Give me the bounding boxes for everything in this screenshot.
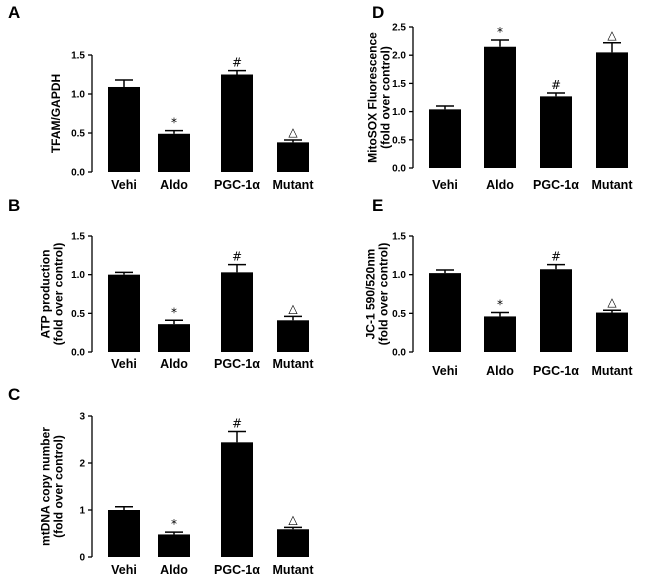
bar: [221, 74, 253, 172]
bar: [108, 86, 140, 172]
panel-b: B 0.0 0.5 1.0 1.5 ATP production (fold over co…: [8, 196, 314, 371]
y-tick-label: 2.5: [392, 23, 406, 34]
bar: [429, 273, 461, 352]
bar: [429, 109, 461, 168]
category-label: Vehi: [111, 178, 137, 192]
bar: [221, 272, 253, 352]
category-label: Aldo: [160, 563, 188, 577]
y-tick-label: 0.5: [392, 309, 406, 320]
bar: [277, 529, 309, 557]
panel-c: C 0 1 2 3 mtDNA copy number (fold over control…: [8, 385, 314, 577]
significance-mark: △: [288, 125, 298, 139]
y-axis-label: JC-1 590/520nm: [364, 249, 378, 340]
y-axis-label: ATP production: [39, 250, 53, 339]
category-label: Vehi: [432, 178, 458, 192]
category-label: Vehi: [111, 563, 137, 577]
bar: [540, 96, 572, 168]
bar: [277, 320, 309, 352]
y-tick-label: 0.5: [392, 135, 406, 146]
category-label: Aldo: [486, 178, 514, 192]
y-axis-label: mtDNA copy number: [39, 427, 53, 546]
y-axis-label: TFAM/GAPDH: [49, 74, 63, 153]
panel-a: A 0.0 0.5 1.0 1.5 TFAM/GAPDH Vehi * Aldo # PGC-1α △…: [8, 3, 314, 192]
bar: [484, 46, 516, 168]
significance-mark: #: [232, 250, 242, 264]
category-label: PGC-1α: [214, 563, 260, 577]
category-label: Aldo: [486, 364, 514, 378]
bar: [108, 510, 140, 557]
category-label: PGC-1α: [214, 178, 260, 192]
y-tick-label: 0: [79, 553, 85, 564]
significance-mark: △: [288, 512, 298, 526]
y-tick-label: 2.0: [392, 51, 406, 62]
bar: [540, 269, 572, 352]
significance-mark: *: [171, 116, 177, 130]
category-label: Mutant: [592, 364, 634, 378]
category-label: PGC-1α: [533, 178, 579, 192]
bar: [484, 316, 516, 352]
bar: [596, 312, 628, 352]
bar: [108, 274, 140, 352]
significance-mark: #: [232, 56, 242, 70]
significance-mark: *: [497, 25, 503, 39]
category-label: Mutant: [273, 357, 315, 371]
significance-mark: △: [288, 301, 298, 315]
y-axis-label: MitoSOX Fluorescence: [366, 32, 380, 163]
y-tick-label: 0.5: [71, 129, 85, 140]
y-tick-label: 0.0: [71, 168, 85, 179]
y-tick-label: 1.5: [71, 51, 85, 62]
significance-mark: #: [551, 250, 561, 264]
y-tick-label: 0.5: [71, 309, 85, 320]
category-label: Vehi: [432, 364, 458, 378]
category-label: Vehi: [111, 357, 137, 371]
bar: [158, 534, 190, 557]
category-label: PGC-1α: [214, 357, 260, 371]
y-tick-label: 3: [79, 412, 85, 423]
significance-mark: #: [232, 417, 242, 431]
y-tick-label: 2: [79, 459, 85, 470]
y-tick-label: 1.5: [71, 232, 85, 243]
y-axis-label: (fold over control): [377, 243, 391, 346]
significance-mark: *: [171, 305, 177, 319]
y-tick-label: 1.0: [71, 90, 85, 101]
bar: [596, 52, 628, 168]
significance-mark: △: [607, 295, 617, 309]
category-label: Mutant: [273, 178, 315, 192]
category-label: Mutant: [273, 563, 315, 577]
y-tick-label: 0.0: [392, 348, 406, 359]
y-axis-label: (fold over control): [52, 243, 66, 346]
significance-mark: #: [551, 78, 561, 92]
category-label: Mutant: [592, 178, 634, 192]
panel-letter: D: [372, 3, 384, 22]
category-label: Aldo: [160, 357, 188, 371]
y-tick-label: 0.0: [71, 348, 85, 359]
y-tick-label: 1.0: [71, 270, 85, 281]
panel-d: D 0.0 0.5 1.0 1.5 2.0 2.5 MitoSOX Fluorescence(…: [366, 3, 634, 192]
bar: [158, 324, 190, 352]
significance-mark: △: [607, 28, 617, 42]
bar: [221, 442, 253, 557]
category-label: Aldo: [160, 178, 188, 192]
significance-mark: *: [171, 517, 177, 531]
panel-letter: E: [372, 196, 383, 215]
significance-mark: *: [497, 298, 503, 312]
y-tick-label: 1.0: [392, 107, 406, 118]
y-tick-label: 1.5: [392, 232, 406, 243]
category-label: PGC-1α: [533, 364, 579, 378]
bar: [277, 142, 309, 172]
y-tick-label: 1: [79, 506, 85, 517]
y-axis-label: (fold over control): [52, 435, 66, 538]
panel-letter: B: [8, 196, 20, 215]
y-tick-label: 0.0: [392, 164, 406, 175]
y-tick-label: 1.0: [392, 270, 406, 281]
y-tick-label: 1.5: [392, 79, 406, 90]
bar: [158, 133, 190, 172]
panel-letter: A: [8, 3, 20, 22]
panel-e: E 0.0 0.5 1.0 1.5 JC-1 590/520nm (fold over co…: [364, 196, 634, 378]
panel-letter: C: [8, 385, 20, 404]
y-axis-label: (fold over control): [379, 46, 393, 149]
